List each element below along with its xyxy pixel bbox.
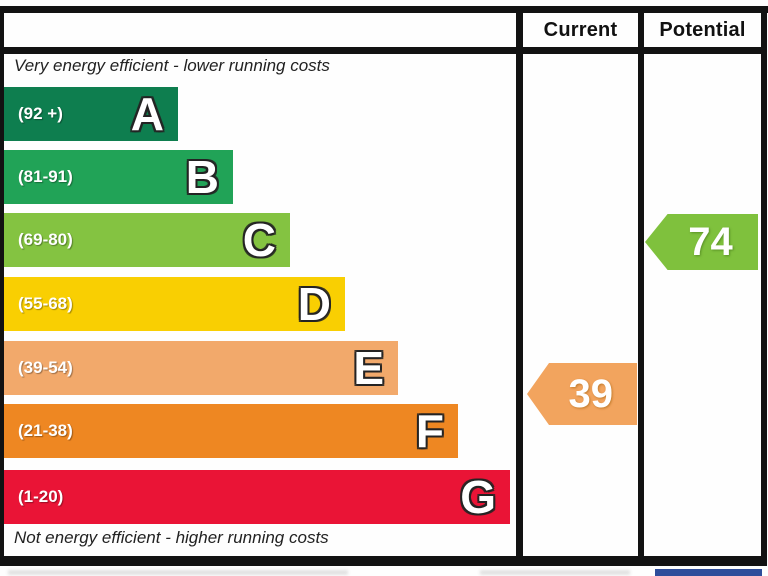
band-f: (21-38) F [4, 404, 458, 458]
current-rating-arrow: 39 [527, 363, 637, 425]
current-column-header: Current [543, 18, 618, 41]
top-caption: Very energy efficient - lower running co… [14, 56, 330, 75]
band-g-letter: G [460, 471, 496, 523]
band-a: (92 +) A [4, 87, 178, 141]
band-g-range-label: (1-20) [18, 487, 64, 506]
band-d-letter: D [297, 278, 331, 330]
partial-text-smudge [480, 570, 630, 575]
band-b-range-label: (81-91) [18, 167, 73, 186]
band-e-range-label: (39-54) [18, 358, 73, 377]
band-f-letter: F [415, 405, 444, 457]
band-d: (55-68) D [4, 277, 345, 331]
band-b: (81-91) B [4, 150, 233, 204]
band-e-letter: E [353, 342, 384, 394]
band-b-letter: B [185, 151, 219, 203]
band-c: (69-80) C [4, 213, 290, 267]
current-rating-value: 39 [568, 371, 614, 416]
band-c-letter: C [242, 214, 276, 266]
band-e: (39-54) E [4, 341, 398, 395]
divider-main-current [516, 6, 523, 566]
band-g: (1-20) G [4, 470, 510, 524]
divider-current-potential [638, 6, 644, 566]
band-d-range-label: (55-68) [18, 294, 73, 313]
border-left [0, 6, 4, 566]
eu-flag-partial [655, 569, 762, 576]
potential-rating-value: 74 [688, 219, 733, 264]
potential-column-header: Potential [659, 18, 746, 41]
border-top [0, 6, 768, 13]
band-f-range-label: (21-38) [18, 421, 73, 440]
potential-rating-arrow: 74 [645, 214, 758, 270]
bottom-caption: Not energy efficient - higher running co… [14, 528, 329, 547]
header-underline [0, 47, 766, 54]
band-a-letter: A [130, 88, 164, 140]
band-a-range-label: (92 +) [18, 104, 63, 123]
border-right [761, 6, 767, 566]
partial-text-smudge [8, 570, 348, 575]
band-c-range-label: (69-80) [18, 230, 73, 249]
border-bottom [0, 556, 766, 566]
